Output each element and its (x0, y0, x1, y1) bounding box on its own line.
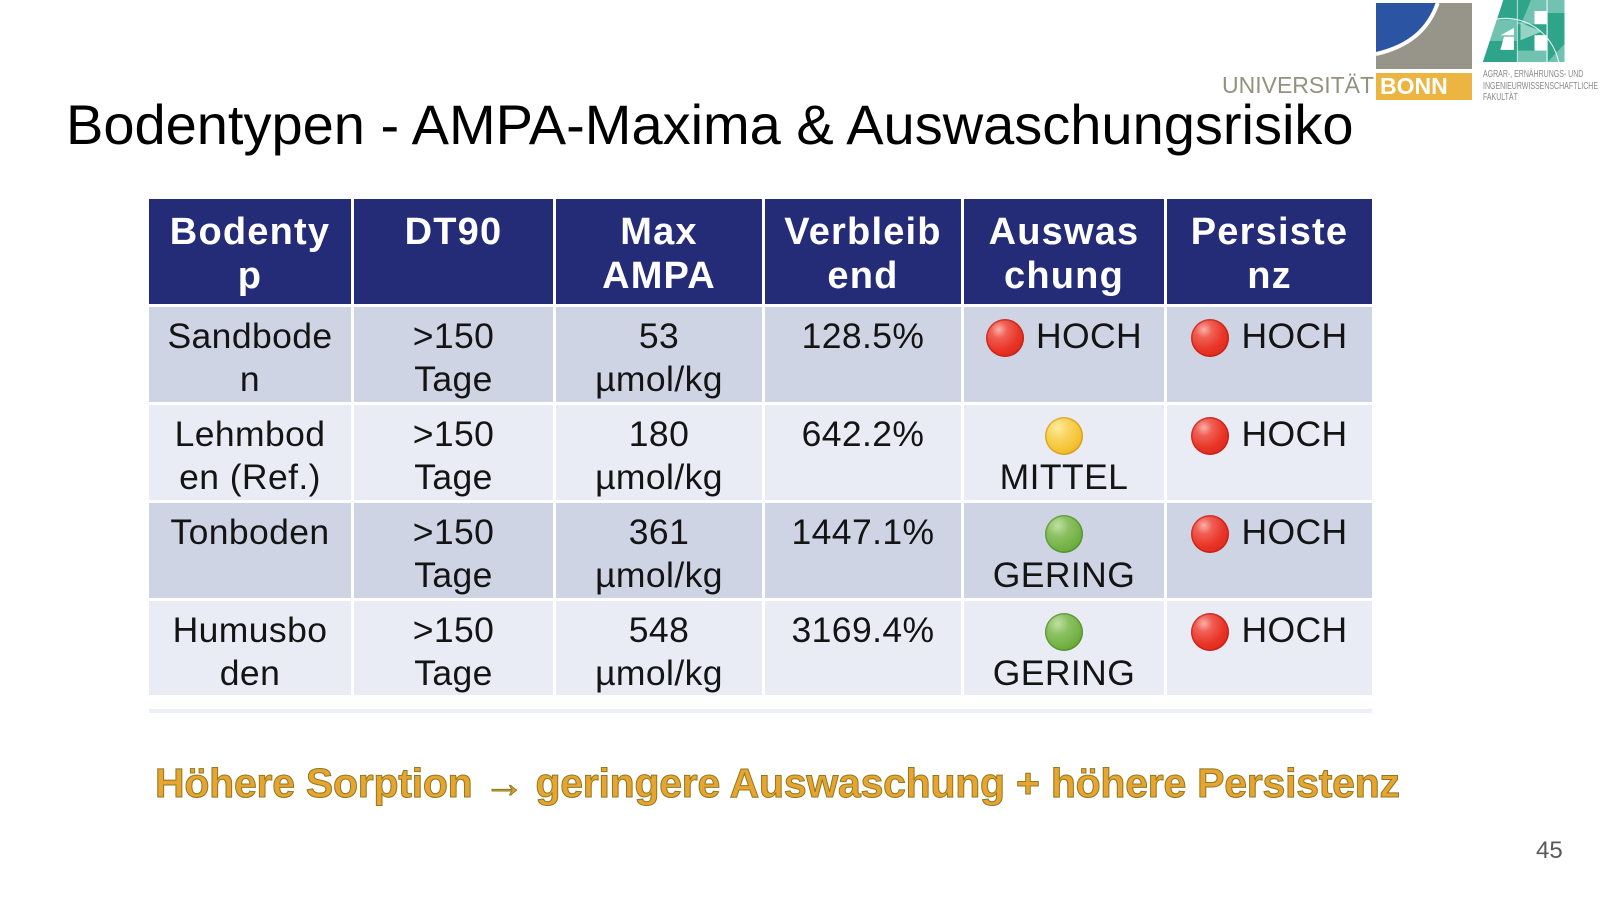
svg-text:BONN: BONN (1380, 73, 1448, 99)
